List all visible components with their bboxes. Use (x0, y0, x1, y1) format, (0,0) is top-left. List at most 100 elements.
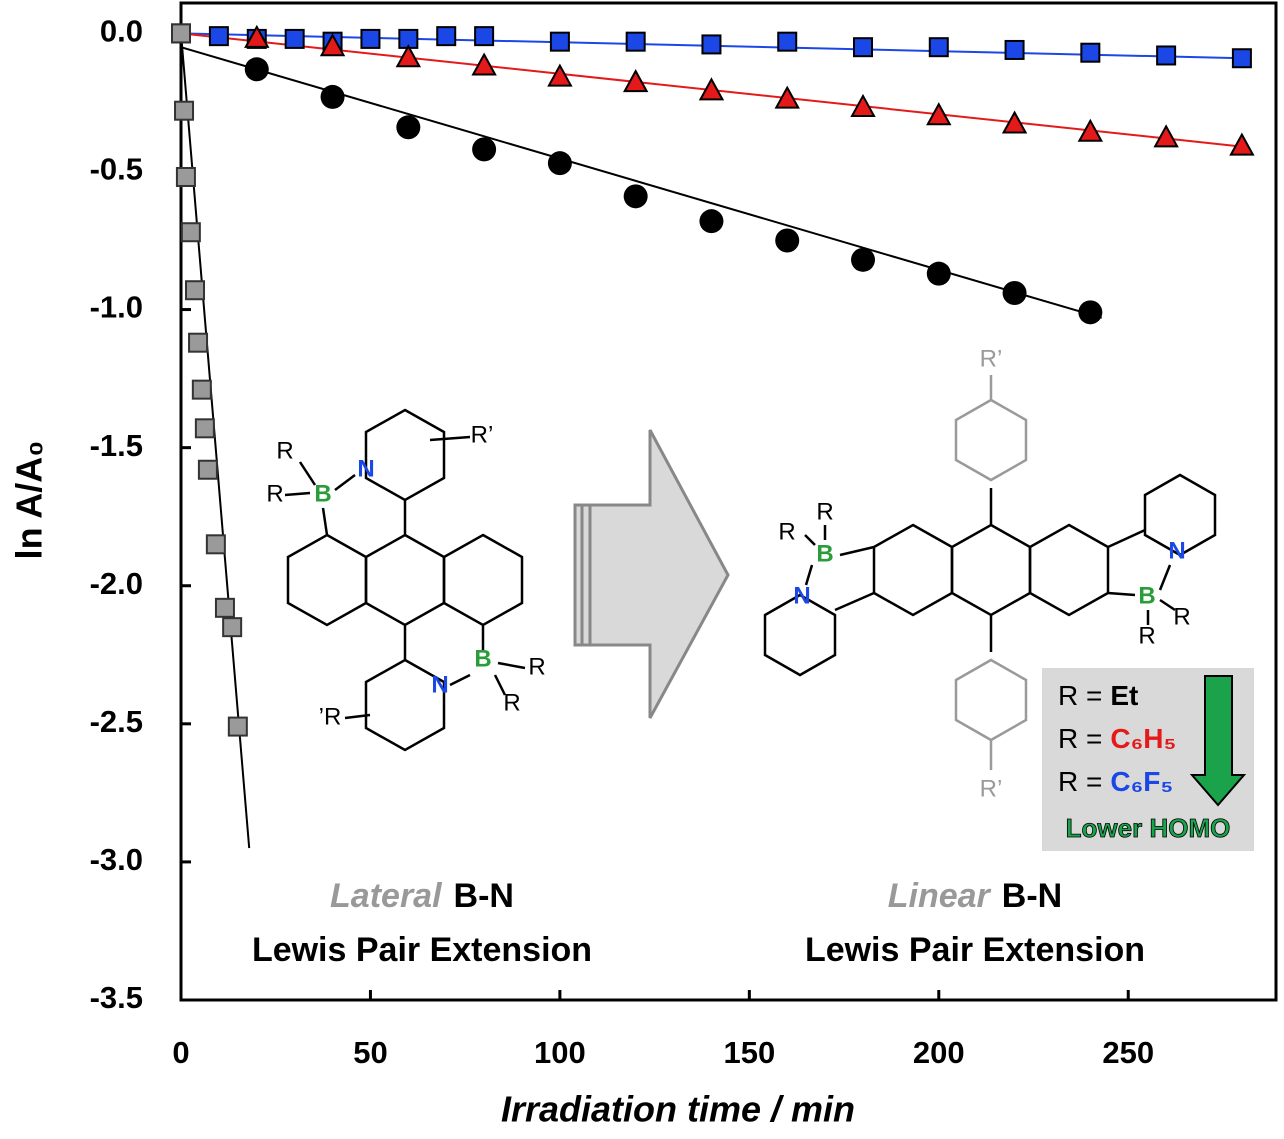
x-tick-label: 250 (1102, 1035, 1154, 1070)
marker (175, 166, 196, 187)
atom-label: R’ (980, 775, 1003, 802)
legend-name: Et (1110, 680, 1138, 711)
marker (171, 23, 191, 44)
marker (1229, 132, 1255, 156)
annotation-tail: B-N (1002, 877, 1062, 915)
atom-label: N (357, 455, 374, 482)
marker (851, 247, 876, 272)
marker (853, 37, 874, 58)
marker (1001, 110, 1028, 134)
x-tick-label: 200 (913, 1035, 965, 1070)
marker (197, 459, 218, 480)
marker (472, 137, 497, 162)
legend-arrow (1189, 675, 1247, 807)
marker (625, 31, 646, 52)
y-tick-label: -0.5 (90, 152, 143, 187)
legend-name: C₆H₅ (1110, 723, 1176, 754)
annotation: Lewis Pair Extension (252, 931, 592, 969)
atom-label: R (276, 437, 293, 464)
marker (222, 617, 243, 638)
marker (1156, 45, 1177, 66)
atom-label: R (816, 498, 833, 525)
marker (777, 31, 798, 52)
marker (701, 34, 722, 55)
marker (214, 597, 235, 618)
plot-frame (179, 1, 1278, 1002)
y-tick-label: -1.0 (90, 290, 143, 325)
marker (360, 28, 381, 49)
atom-label: N (1168, 537, 1185, 564)
marker (1231, 48, 1252, 69)
atom-label: R (778, 518, 795, 545)
marker (191, 379, 212, 400)
legend-prefix: R = (1058, 723, 1102, 754)
marker (436, 26, 457, 47)
atom-label: B (314, 480, 331, 507)
annotation: Linear B-N (888, 877, 1062, 915)
marker (185, 280, 206, 301)
y-axis-label: ln A/A₀ (9, 441, 50, 560)
x-tick-label: 0 (172, 1035, 189, 1070)
marker (774, 85, 800, 109)
annotation-emph: Lateral (330, 877, 443, 915)
linear-structure (763, 375, 1217, 770)
marker (174, 100, 195, 121)
marker (208, 26, 229, 47)
legend-prefix: R = (1058, 680, 1102, 711)
atom-label: N (793, 582, 810, 609)
marker (188, 332, 209, 353)
atom-label: R (1138, 622, 1155, 649)
atom-label: R (266, 480, 283, 507)
marker (319, 33, 346, 57)
marker (850, 93, 876, 117)
atom-label: R’ (980, 345, 1003, 372)
y-tick-label: -3.5 (90, 980, 143, 1015)
marker (320, 84, 345, 109)
lateral-structure (284, 408, 526, 752)
marker (547, 63, 573, 87)
y-tick-label: -2.0 (90, 566, 143, 601)
annotation: Lateral B-N (330, 877, 514, 915)
legend (1042, 668, 1254, 851)
y-tick-label: -3.0 (90, 842, 143, 877)
legend-note: Lower HOMO (1066, 813, 1231, 843)
marker (623, 184, 648, 209)
atom-label: B (474, 645, 491, 672)
transform-arrow (573, 429, 730, 719)
atom-label: R (1173, 603, 1190, 630)
marker (227, 716, 248, 737)
annotation-tail: B-N (454, 877, 514, 915)
atom-label: ’R (319, 703, 342, 730)
marker (926, 102, 952, 126)
atom-label: R (528, 653, 545, 680)
legend-prefix: R = (1058, 766, 1102, 797)
marker (622, 69, 649, 93)
marker (396, 115, 421, 140)
legend-name: C₆F₅ (1110, 766, 1173, 797)
annotation: Lewis Pair Extension (805, 931, 1145, 969)
atom-label: R’ (471, 421, 494, 448)
y-tick-label: -1.5 (90, 428, 143, 463)
marker (1004, 39, 1025, 60)
marker (1077, 118, 1104, 142)
atom-label: B (816, 540, 833, 567)
y-tick-label: -2.5 (90, 704, 143, 739)
legend-entry: R = C₆H₅ (1058, 723, 1176, 754)
marker (244, 57, 269, 82)
atom-label: B (1138, 582, 1155, 609)
marker (926, 261, 951, 286)
x-tick-label: 150 (723, 1035, 775, 1070)
marker (549, 31, 570, 52)
legend-entry: R = C₆F₅ (1058, 766, 1173, 797)
marker (698, 77, 725, 101)
marker (395, 44, 422, 68)
legend-entry: R = Et (1058, 680, 1138, 711)
marker (1080, 42, 1101, 63)
marker (194, 418, 215, 439)
x-tick-label: 50 (353, 1035, 387, 1070)
marker (284, 28, 305, 49)
atom-label: N (431, 671, 448, 698)
marker (928, 37, 949, 58)
annotation-emph: Linear (888, 877, 992, 915)
